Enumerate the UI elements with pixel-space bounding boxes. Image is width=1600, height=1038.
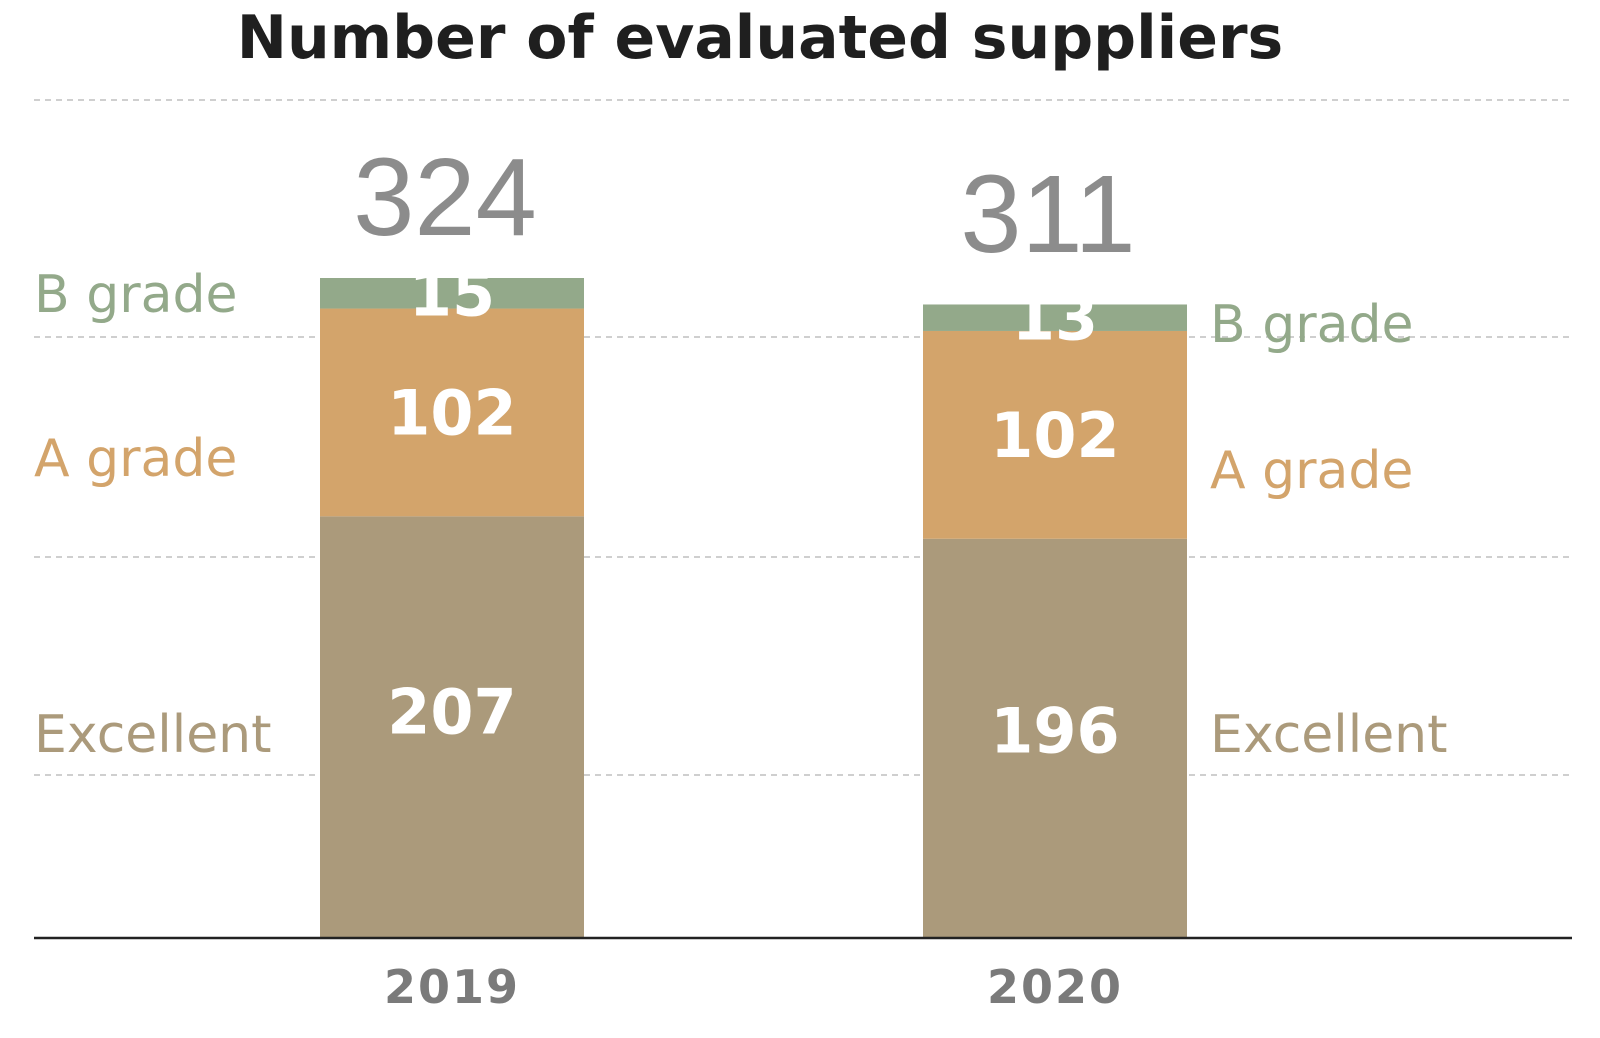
total-label-2020: 311 [960,153,1135,276]
value-label-excellent-2019: 207 [387,675,516,748]
legend-b-grade-left: B grade [34,265,237,325]
bar-segment-a-grade-2020 [923,330,1187,539]
category-label-2019: 2019 [384,960,520,1014]
legend-excellent-left: Excellent [34,705,272,765]
bar-segment-excellent-2019 [320,516,584,938]
bar-segment-b-grade-2019 [320,278,584,309]
value-label-a-grade-2020: 102 [990,399,1119,472]
bars: 207 102 15 196 102 13 [320,257,1187,938]
legend-a-grade-left: A grade [34,429,237,489]
legend-b-grade-right: B grade [1210,295,1413,355]
value-label-b-grade-2020: 13 [1012,282,1098,355]
bar-segment-excellent-2020 [923,538,1187,938]
bar-segment-a-grade-2019 [320,308,584,517]
legend-excellent-right: Excellent [1210,705,1448,765]
bar-segment-b-grade-2020 [923,304,1187,331]
category-label-2020: 2020 [987,960,1123,1014]
value-label-excellent-2020: 196 [990,694,1119,767]
total-label-2019: 324 [353,136,537,259]
chart-title: Number of evaluated suppliers [237,3,1284,73]
value-label-a-grade-2019: 102 [387,376,516,449]
legend-a-grade-right: A grade [1210,441,1413,501]
gridlines [34,99,1572,776]
value-label-b-grade-2019: 15 [409,257,495,330]
